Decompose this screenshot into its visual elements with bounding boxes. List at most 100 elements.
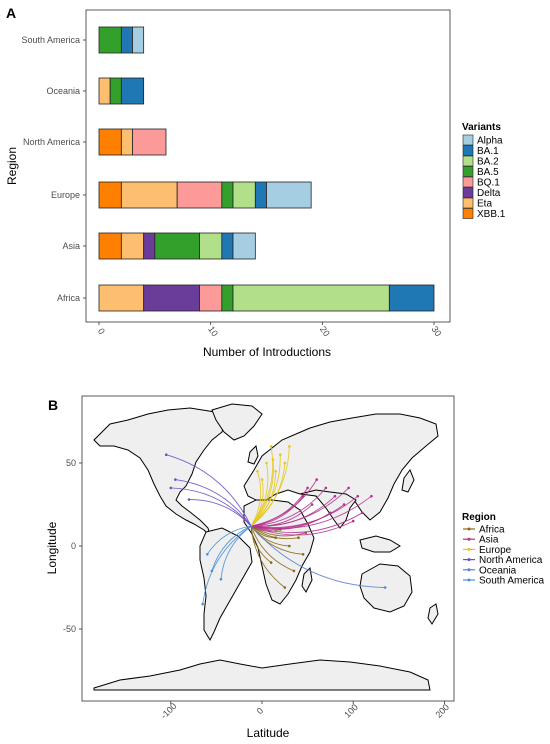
route-europe-8 — [250, 459, 274, 527]
route-end-africa-3 — [288, 544, 291, 548]
route-end-asia-6 — [361, 511, 364, 515]
panel-b-y-axis-title: Longitude — [45, 521, 59, 574]
route-end-europe-2 — [265, 461, 268, 465]
route-africa-6 — [250, 526, 272, 563]
north-america-landmass — [93, 407, 226, 538]
route-north-america-0 — [166, 454, 252, 527]
bar-asia-delta — [143, 232, 156, 260]
panel-b-x-axis-title: Latitude — [247, 726, 290, 740]
x-tick-label-30: 30 — [429, 324, 443, 338]
panel-a-x-ticks: 0 10 20 30 — [96, 322, 443, 338]
legend-label-bq-1: BQ.1 — [477, 178, 500, 189]
route-end-europe-6 — [288, 445, 291, 448]
bar-north-america-eta — [120, 128, 133, 156]
route-end-asia-4 — [342, 503, 346, 506]
bar-europe-eta — [120, 181, 178, 209]
route-south-america-2 — [206, 525, 252, 555]
legend-label-ba-1: BA.1 — [477, 146, 499, 157]
route-end-asia-5 — [351, 519, 355, 523]
bar-south-america-alpha — [132, 26, 145, 54]
panel-a-x-axis-title: Number of Introductions — [203, 345, 331, 359]
bar-europe-ba-5 — [221, 181, 234, 209]
legend-key-xbb-1 — [462, 208, 474, 219]
bar-africa-ba-2 — [232, 284, 390, 312]
panel-a-legend: Variants AlphaBA.1BA.2BA.5BQ.1DeltaEtaXB… — [462, 122, 506, 220]
route-end-africa-0 — [292, 569, 296, 573]
route-south-america-0 — [211, 525, 252, 572]
uk-landmass — [247, 444, 259, 465]
route-end-oceania-0 — [383, 586, 387, 589]
map-legend-dot-africa — [467, 527, 471, 531]
legend-key-alpha — [462, 134, 474, 146]
bar-asia-ba-1 — [221, 232, 234, 260]
bar-africa-bq-1 — [199, 284, 223, 312]
route-asia-11 — [250, 495, 359, 529]
y-tick-label-europe: Europe — [51, 190, 80, 200]
southeast-asia-islands — [359, 535, 401, 553]
map-legend-dot-asia — [467, 537, 471, 541]
legend-label-alpha: Alpha — [477, 136, 503, 147]
eurasia-landmass — [243, 413, 439, 521]
legend-key-bq-1 — [462, 176, 474, 188]
route-end-africa-1 — [283, 586, 287, 589]
map-legend-dot-europe — [467, 547, 471, 551]
route-end-asia-3 — [324, 486, 328, 490]
y-tick-label-asia: Asia — [62, 241, 80, 251]
bar-africa-delta — [143, 284, 200, 312]
map-legend-label-oceania: Oceania — [479, 565, 517, 576]
legend-label-eta: Eta — [477, 199, 492, 210]
bar-europe-ba-1 — [254, 181, 267, 209]
panel-a-frame — [85, 9, 451, 323]
route-end-north-america-1 — [174, 478, 177, 481]
route-south-america-1 — [202, 525, 252, 605]
bar-asia-alpha — [232, 232, 256, 260]
legend-label-xbb-1: XBB.1 — [477, 209, 506, 220]
panel-b-letter: B — [48, 397, 58, 413]
legend-key-delta — [462, 187, 474, 198]
route-europe-7 — [250, 471, 262, 527]
bar-europe-alpha — [266, 181, 312, 209]
map-x-tick-label-200: 200 — [433, 702, 451, 720]
route-end-africa-2 — [297, 536, 300, 539]
route-end-asia-12 — [347, 486, 350, 490]
bar-africa-eta — [98, 284, 145, 312]
bar-europe-bq-1 — [176, 181, 223, 209]
bar-oceania-eta — [98, 77, 111, 105]
map-y-tick-label-0: 0 — [71, 541, 76, 551]
route-end-south-america-3 — [219, 577, 223, 581]
bar-south-america-ba-1 — [120, 26, 133, 54]
map-x-tick-label-100: 100 — [342, 702, 360, 720]
japan-landmass — [401, 468, 415, 493]
map-y-tick-label-50: 50 — [66, 458, 76, 468]
route-north-america-1 — [175, 479, 252, 527]
route-asia-3 — [251, 487, 327, 527]
route-end-asia-11 — [356, 494, 360, 498]
map-legend-dot-south-america — [467, 578, 471, 582]
route-end-north-america-0 — [164, 453, 168, 457]
y-tick-label-north-america: North America — [23, 137, 80, 147]
route-north-america-3 — [170, 487, 252, 527]
map-legend-label-africa: Africa — [479, 525, 505, 536]
route-end-asia-8 — [315, 478, 319, 481]
panel-b-legend-title: Region — [462, 512, 496, 523]
route-end-asia-7 — [370, 494, 373, 498]
legend-label-delta: Delta — [477, 188, 501, 199]
route-end-africa-7 — [274, 536, 277, 539]
route-asia-12 — [251, 487, 349, 527]
panel-a-legend-title: Variants — [462, 122, 501, 133]
route-asia-5 — [250, 520, 354, 536]
legend-key-ba-5 — [462, 166, 474, 177]
x-tick-label-0: 0 — [96, 326, 107, 336]
x-tick-label-20: 20 — [318, 324, 332, 338]
route-end-europe-7 — [256, 470, 259, 473]
bar-africa-ba-5 — [221, 284, 234, 312]
y-tick-label-south-america: South America — [21, 35, 80, 45]
map-legend-label-north-america: North America — [479, 555, 543, 566]
route-end-europe-4 — [283, 461, 287, 465]
map-legend-label-asia: Asia — [479, 535, 499, 546]
map-legend-label-south-america: South America — [479, 576, 544, 587]
route-end-europe-5 — [260, 478, 264, 481]
map-legend-dot-north-america — [467, 558, 471, 562]
